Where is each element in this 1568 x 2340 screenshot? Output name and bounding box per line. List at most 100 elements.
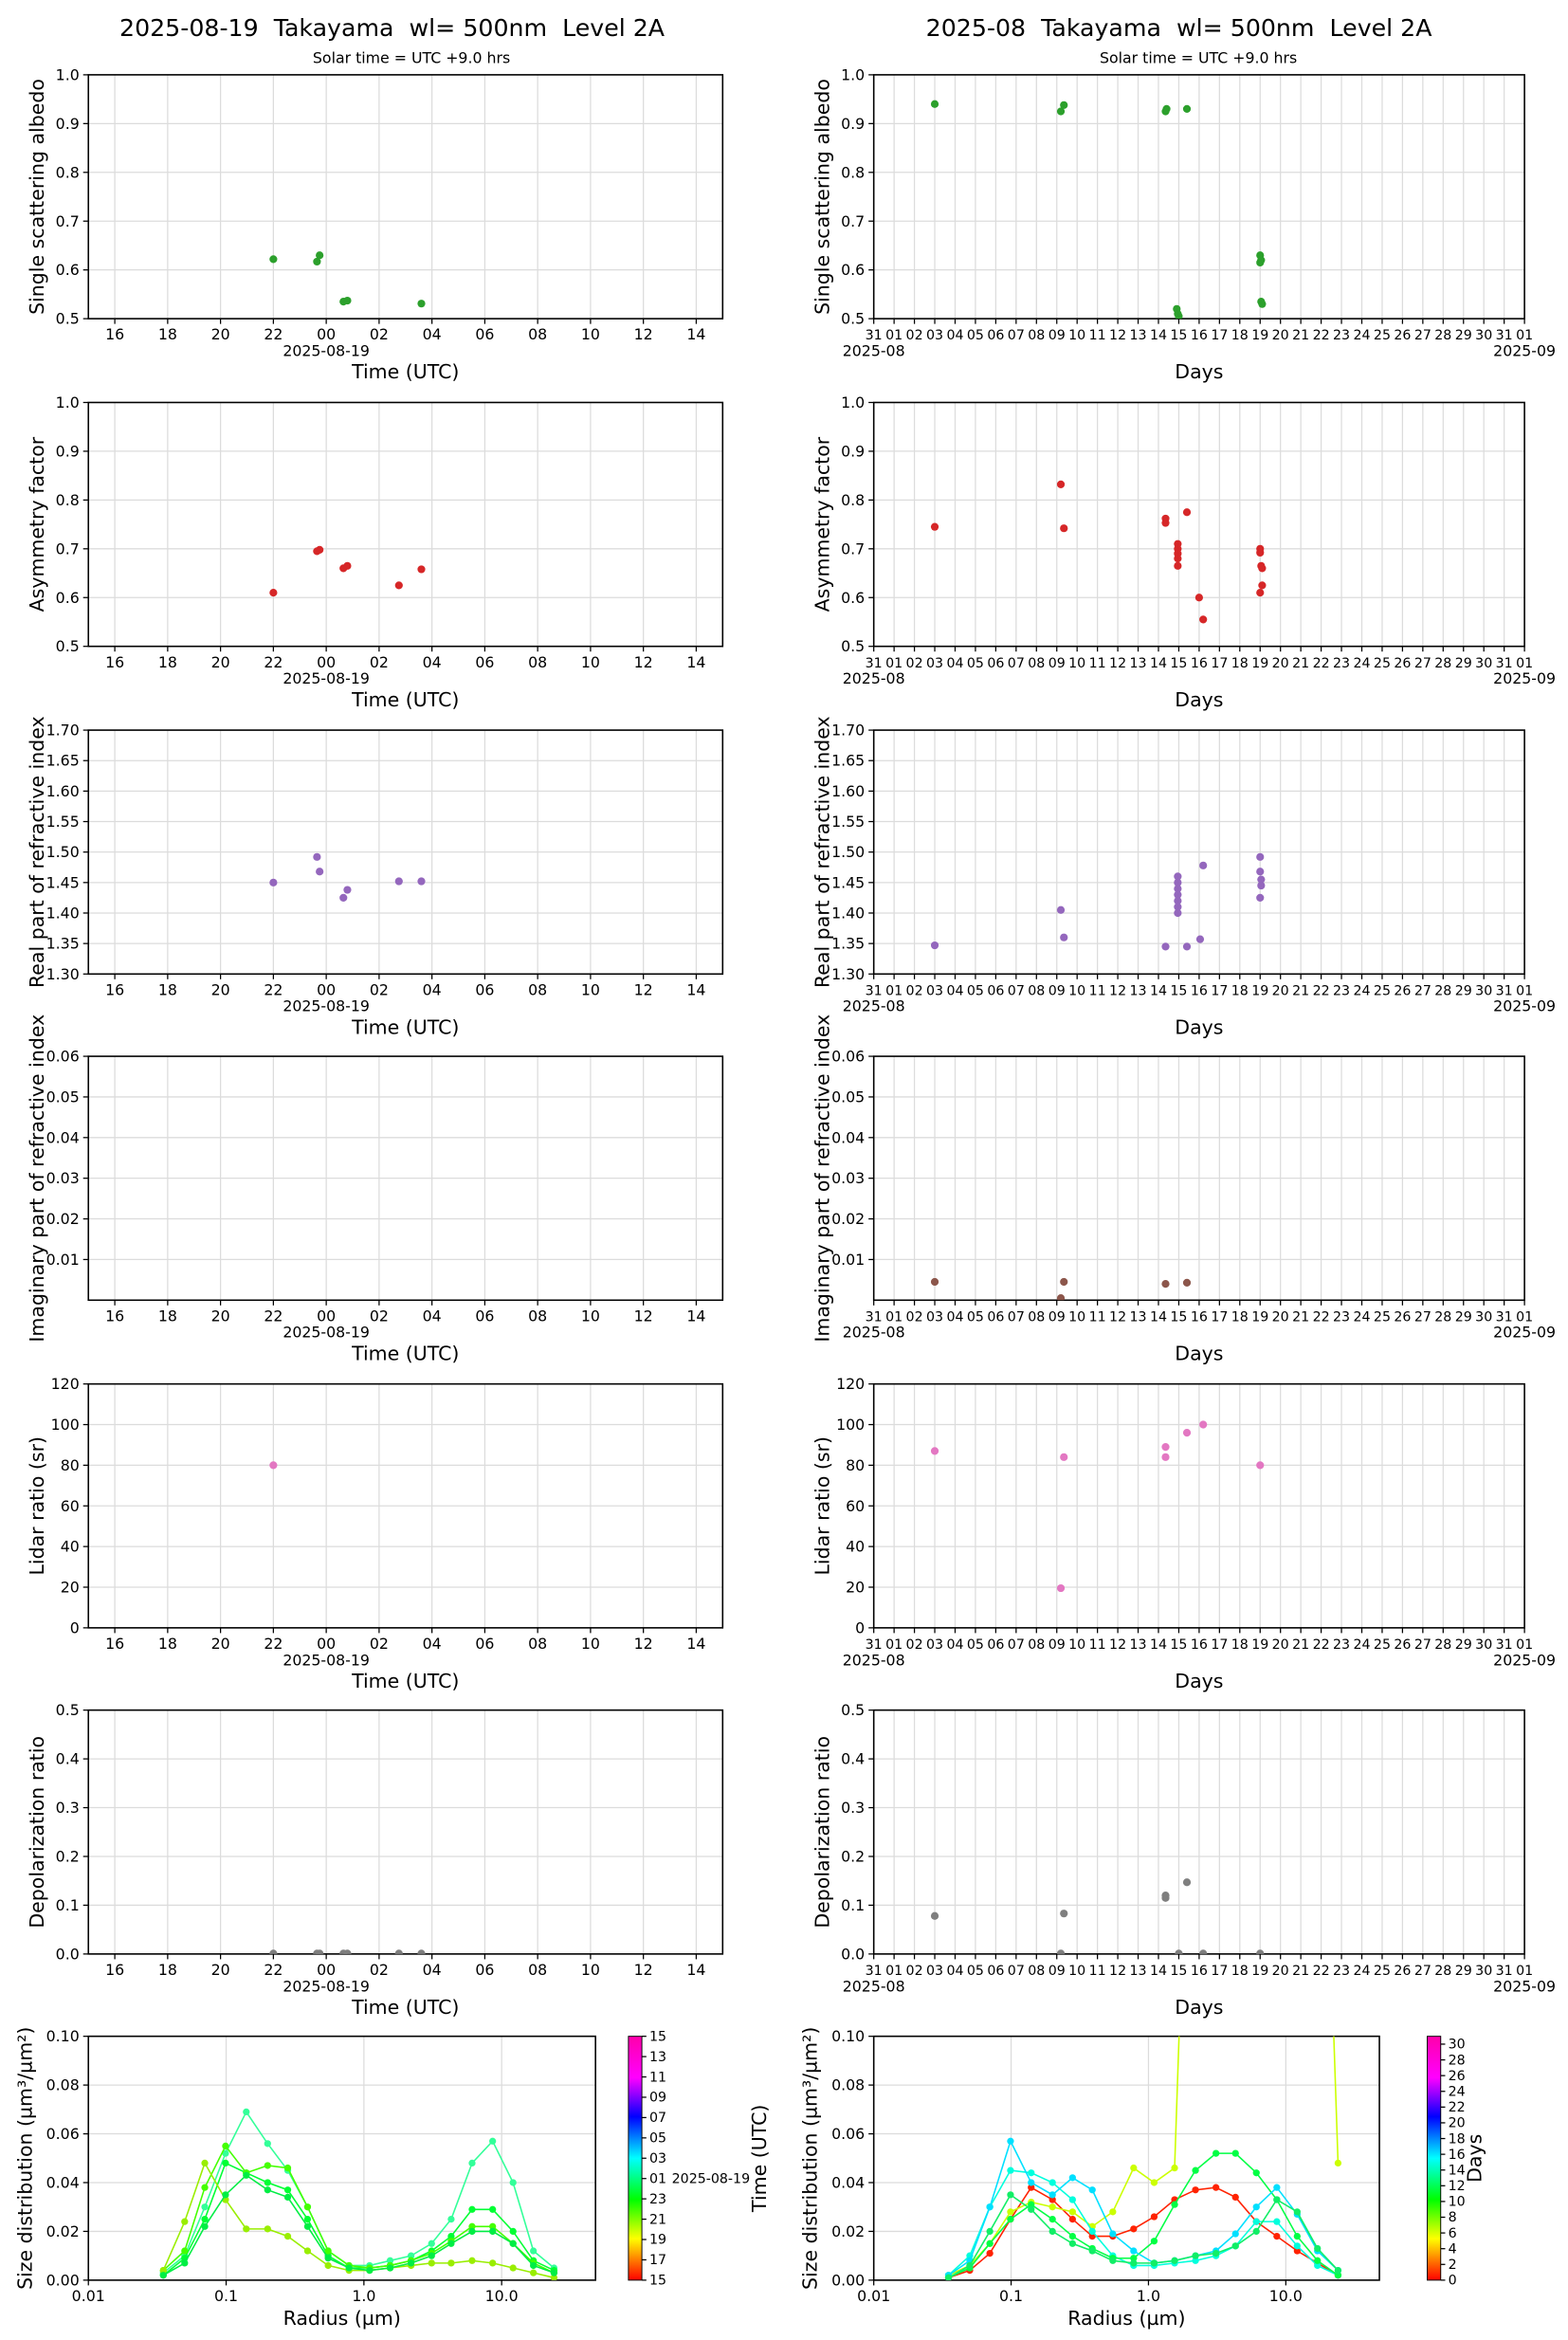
x-tick-label: 12 bbox=[1109, 1964, 1126, 1979]
point bbox=[366, 2266, 374, 2275]
point bbox=[1258, 581, 1267, 590]
x-tick-label: 11 bbox=[1089, 1964, 1106, 1979]
point bbox=[1256, 893, 1265, 903]
x-tick-label: 01 bbox=[1516, 1637, 1533, 1653]
point bbox=[1171, 2201, 1178, 2208]
y-axis-label: Lidar ratio (sr) bbox=[26, 1436, 48, 1576]
panel: 2025-08 Takayama wl= 500nm Level 2A Solar… bbox=[811, 14, 1556, 383]
y-tick-label: 0.02 bbox=[46, 1210, 80, 1228]
point bbox=[428, 2259, 435, 2267]
x-tick-label: 0.1 bbox=[999, 2287, 1023, 2305]
size-line bbox=[948, 2193, 1340, 2278]
x-tick-label: 18 bbox=[1231, 1309, 1249, 1325]
y-tick-label: 0.5 bbox=[56, 310, 80, 328]
point bbox=[1293, 2208, 1301, 2216]
point bbox=[1060, 1910, 1068, 1918]
x-tick-label: 14 bbox=[686, 980, 705, 998]
point bbox=[313, 852, 321, 861]
point bbox=[468, 2205, 476, 2213]
point bbox=[1130, 2255, 1138, 2262]
x-tick-label: 12 bbox=[634, 1635, 653, 1653]
point bbox=[930, 1277, 939, 1287]
x-axis-label: Days bbox=[1175, 1996, 1223, 2019]
y-tick-label: 1.60 bbox=[46, 782, 80, 800]
point bbox=[1192, 2252, 1199, 2259]
size-line bbox=[948, 2186, 1339, 2279]
y-tick-label: 1.0 bbox=[841, 65, 865, 83]
x-tick-label: 31 bbox=[866, 1309, 883, 1325]
y-tick-label: 0.2 bbox=[841, 1848, 865, 1866]
x-tick-label: 01 bbox=[885, 983, 903, 998]
x-tick-label: 25 bbox=[1374, 983, 1391, 998]
x-tick-label: 06 bbox=[987, 983, 1004, 998]
x-tick-label: 10.0 bbox=[485, 2287, 519, 2305]
x-tick-label: 06 bbox=[987, 1964, 1004, 1979]
point bbox=[1256, 258, 1265, 267]
colorbar-tick-label: 12 bbox=[1449, 2179, 1466, 2194]
axes-frame bbox=[872, 729, 1525, 976]
x-tick-label: 15 bbox=[1170, 983, 1187, 998]
point bbox=[986, 2227, 994, 2236]
y-tick-label: 0.08 bbox=[831, 2076, 865, 2094]
x-tick-label: 12 bbox=[634, 325, 653, 343]
x-tick-label: 31 bbox=[1496, 1964, 1513, 1979]
point bbox=[1028, 2205, 1035, 2213]
colorbar-tick-label: 01 bbox=[649, 2171, 666, 2186]
x-tick-label: 22 bbox=[264, 1307, 283, 1325]
point bbox=[530, 2247, 538, 2255]
x-tick-label: 02 bbox=[370, 1635, 389, 1653]
x-tick-label: 20 bbox=[1272, 1637, 1289, 1653]
point bbox=[201, 2203, 209, 2211]
x-tick-label: 16 bbox=[1191, 1964, 1208, 1979]
point bbox=[407, 2252, 415, 2259]
colorbar-tick-label: 2 bbox=[1449, 2258, 1457, 2273]
axes-frame bbox=[87, 401, 724, 648]
point bbox=[1150, 2238, 1158, 2245]
point bbox=[283, 2193, 292, 2202]
point bbox=[509, 2179, 517, 2186]
y-axis-label: Depolarization ratio bbox=[26, 1736, 48, 1929]
panel: 0.00.10.20.30.40.531 01 02 03 04 05 06 07 08 09 10… bbox=[811, 1701, 1556, 2019]
point bbox=[394, 877, 403, 886]
point bbox=[1130, 2259, 1138, 2267]
point bbox=[386, 2264, 394, 2272]
x-tick-label: 26 bbox=[1394, 328, 1411, 343]
y-tick-label: 0.03 bbox=[46, 1169, 80, 1187]
x-tick-label: 25 bbox=[1374, 1637, 1391, 1653]
point bbox=[394, 581, 403, 590]
x-tick-label: 14 bbox=[686, 653, 705, 671]
point bbox=[201, 2215, 209, 2223]
point bbox=[1334, 2266, 1342, 2275]
y-tick-label: 1.70 bbox=[831, 722, 865, 740]
point bbox=[1175, 312, 1183, 320]
x-tick-label: 13 bbox=[1130, 983, 1147, 998]
x-tick-label: 15 bbox=[1170, 1964, 1187, 1979]
point bbox=[1056, 1949, 1066, 1954]
point bbox=[264, 2179, 271, 2186]
point bbox=[1109, 2208, 1117, 2216]
point bbox=[1256, 1461, 1265, 1470]
point bbox=[1056, 107, 1066, 116]
y-tick-label: 0.02 bbox=[831, 2222, 865, 2240]
point bbox=[1293, 2242, 1301, 2250]
x-tick-label: 31 bbox=[1496, 1309, 1513, 1325]
x-tick-label: 26 bbox=[1394, 1964, 1411, 1979]
x-date-label: 2025-09 bbox=[1493, 1977, 1556, 1995]
panel: 0.50.60.70.80.91.031 01 02 03 04 05 06 07 08 09 10… bbox=[811, 393, 1556, 711]
x-tick-label: 14 bbox=[686, 1307, 705, 1325]
colorbar-tick-label: 30 bbox=[1449, 2038, 1466, 2053]
x-tick-label: 16 bbox=[105, 980, 124, 998]
x-tick-label: 06 bbox=[475, 1635, 494, 1653]
point bbox=[1231, 2193, 1239, 2202]
x-tick-label: 00 bbox=[317, 1961, 336, 1979]
x-tick-label: 16 bbox=[105, 325, 124, 343]
x-tick-label: 03 bbox=[926, 983, 943, 998]
colorbar-tick-label: 15 bbox=[649, 2029, 666, 2044]
x-tick-label: 04 bbox=[423, 1307, 442, 1325]
colorbar-tick-label: 18 bbox=[1449, 2131, 1466, 2147]
x-tick-label: 18 bbox=[1231, 1637, 1249, 1653]
point bbox=[1174, 903, 1182, 911]
point bbox=[1028, 2201, 1035, 2208]
panel: 2025-08-19 Takayama wl= 500nm Level 2A So… bbox=[26, 14, 724, 383]
point bbox=[1028, 2169, 1035, 2177]
